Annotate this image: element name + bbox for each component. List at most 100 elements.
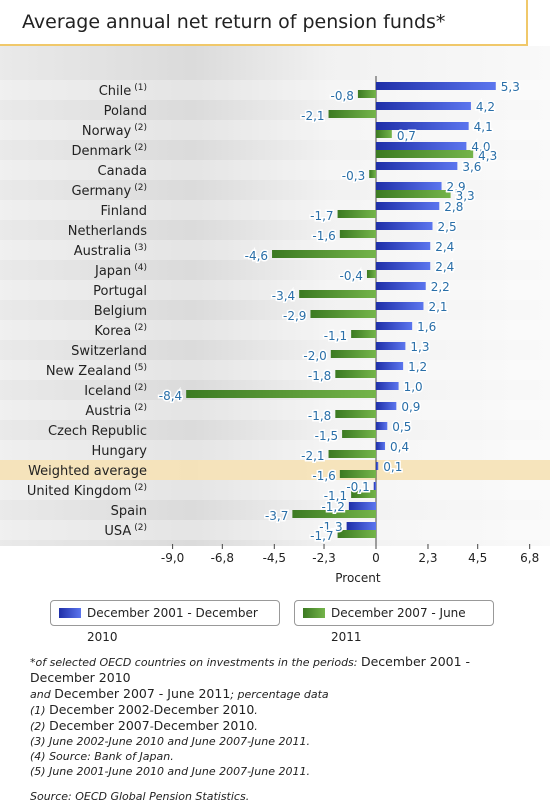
- x-tick-label: -9,0: [161, 551, 184, 565]
- legend-label-series-1: December 2001 - December 2010: [87, 606, 258, 644]
- legend-label-series-2: December 2007 - June 2011: [331, 606, 466, 644]
- bar-series-1: [376, 382, 399, 390]
- legend: December 2001 - December 2010 December 2…: [50, 600, 520, 644]
- bar-series-1: [376, 282, 426, 290]
- legend-swatch-green: [303, 608, 325, 618]
- value-label-series-2: -0,8: [330, 89, 353, 103]
- category-label: Spain: [111, 504, 147, 519]
- footnote-main: *of selected OECD countries on investmen…: [30, 654, 471, 701]
- bar-series-1: [376, 122, 469, 130]
- source-note: Source: OECD Global Pension Statistics.: [30, 790, 250, 803]
- bar-series-2: [299, 290, 376, 298]
- category-label: Denmark (2): [71, 143, 147, 159]
- value-label-series-2: -1,6: [312, 469, 335, 483]
- category-label: United Kingdom (2): [27, 483, 147, 499]
- bar-series-1: [346, 522, 376, 530]
- bar-series-1: [376, 202, 440, 210]
- bar-series-2: [186, 390, 376, 398]
- chart-title: Average annual net return of pension fun…: [22, 11, 446, 33]
- value-label-series-1: 2,5: [438, 220, 457, 234]
- x-tick-label: 4,5: [468, 551, 487, 565]
- footnote-2: (2) December 2007-December 2010.: [30, 718, 258, 733]
- value-label-series-2: 4,3: [478, 149, 497, 163]
- category-label: Canada: [98, 164, 147, 179]
- bar-series-2: [339, 230, 376, 238]
- value-label-series-1: 1,0: [404, 380, 423, 394]
- category-label: Poland: [104, 104, 147, 119]
- bar-series-2: [376, 150, 474, 158]
- value-label-series-1: 0,5: [392, 420, 411, 434]
- bar-series-1: [376, 162, 458, 170]
- value-label-series-1: 1,6: [417, 320, 436, 334]
- value-label-series-1: 3,6: [462, 160, 481, 174]
- bar-series-2: [342, 430, 376, 438]
- bar-series-2: [369, 170, 376, 178]
- bar-series-2: [351, 330, 376, 338]
- bar-series-1: [376, 222, 433, 230]
- category-label: Australia (3): [74, 243, 147, 259]
- category-label: New Zealand (5): [46, 363, 147, 379]
- bar-series-2: [337, 210, 376, 218]
- category-label: Hungary: [91, 444, 147, 459]
- category-label: Norway (2): [82, 123, 147, 139]
- value-label-series-2: -3,7: [265, 509, 288, 523]
- bar-series-2: [335, 370, 376, 378]
- bar-series-1: [376, 442, 386, 450]
- bar-series-1: [376, 342, 406, 350]
- bar-series-1: [373, 482, 376, 490]
- value-label-series-1: -1,3: [319, 520, 342, 534]
- value-label-series-2: -8,4: [159, 389, 182, 403]
- value-label-series-1: 0,4: [390, 440, 409, 454]
- x-tick-label: -4,5: [263, 551, 286, 565]
- value-label-series-1: 0,1: [383, 460, 402, 474]
- bar-series-1: [376, 302, 424, 310]
- value-label-series-2: -3,4: [272, 289, 295, 303]
- bar-series-2: [339, 470, 376, 478]
- bar-series-2: [292, 510, 376, 518]
- value-label-series-1: 4,0: [471, 140, 490, 154]
- value-label-series-1: 2,4: [435, 260, 454, 274]
- row-stripe: [0, 200, 550, 220]
- bar-series-1: [376, 262, 431, 270]
- footnote-1: (1) December 2002-December 2010.: [30, 702, 258, 717]
- x-tick-label: 6,8: [520, 551, 539, 565]
- value-label-series-1: -0,1: [346, 480, 369, 494]
- value-label-series-2: -0,4: [340, 269, 363, 283]
- category-label: Switzerland: [71, 344, 147, 359]
- category-label: Czech Republic: [48, 424, 147, 439]
- value-label-series-2: -4,6: [245, 249, 268, 263]
- bar-series-1: [376, 402, 397, 410]
- row-stripe: [0, 320, 550, 340]
- value-label-series-1: 4,1: [474, 120, 493, 134]
- category-label: Germany (2): [71, 183, 147, 199]
- footnotes: *of selected OECD countries on investmen…: [30, 654, 535, 804]
- value-label-series-2: -1,6: [312, 229, 335, 243]
- bar-series-1: [376, 362, 404, 370]
- bar-series-1: [376, 102, 471, 110]
- x-tick-label: -2,3: [312, 551, 335, 565]
- value-label-series-1: 2,2: [431, 280, 450, 294]
- value-label-series-1: 1,2: [408, 360, 427, 374]
- category-label: Netherlands: [68, 224, 147, 239]
- value-label-series-2: 3,3: [456, 189, 475, 203]
- category-label: Portugal: [93, 284, 147, 299]
- value-label-series-2: -2,0: [303, 349, 326, 363]
- legend-item-series-1: December 2001 - December 2010: [50, 600, 280, 644]
- value-label-series-2: -1,8: [308, 369, 331, 383]
- value-label-series-2: -1,5: [315, 429, 338, 443]
- value-label-series-1: 2,8: [444, 200, 463, 214]
- footnote-3: (3) June 2002-June 2010 and June 2007-Ju…: [30, 735, 310, 748]
- footnote-4: (4) Source: Bank of Japan.: [30, 750, 174, 763]
- row-stripe: [0, 480, 550, 500]
- value-label-series-2: -1,1: [324, 329, 347, 343]
- x-tick-label: 0: [372, 551, 380, 565]
- title-box: Average annual net return of pension fun…: [0, 0, 528, 46]
- value-label-series-2: -1,7: [310, 529, 333, 543]
- row-stripe: [0, 520, 550, 540]
- row-stripe: [0, 360, 550, 380]
- x-tick-label: 2,3: [418, 551, 437, 565]
- category-label: Weighted average: [28, 464, 147, 479]
- x-tick-label: -6,8: [211, 551, 234, 565]
- bar-series-1: [376, 462, 379, 470]
- value-label-series-1: 5,3: [501, 80, 520, 94]
